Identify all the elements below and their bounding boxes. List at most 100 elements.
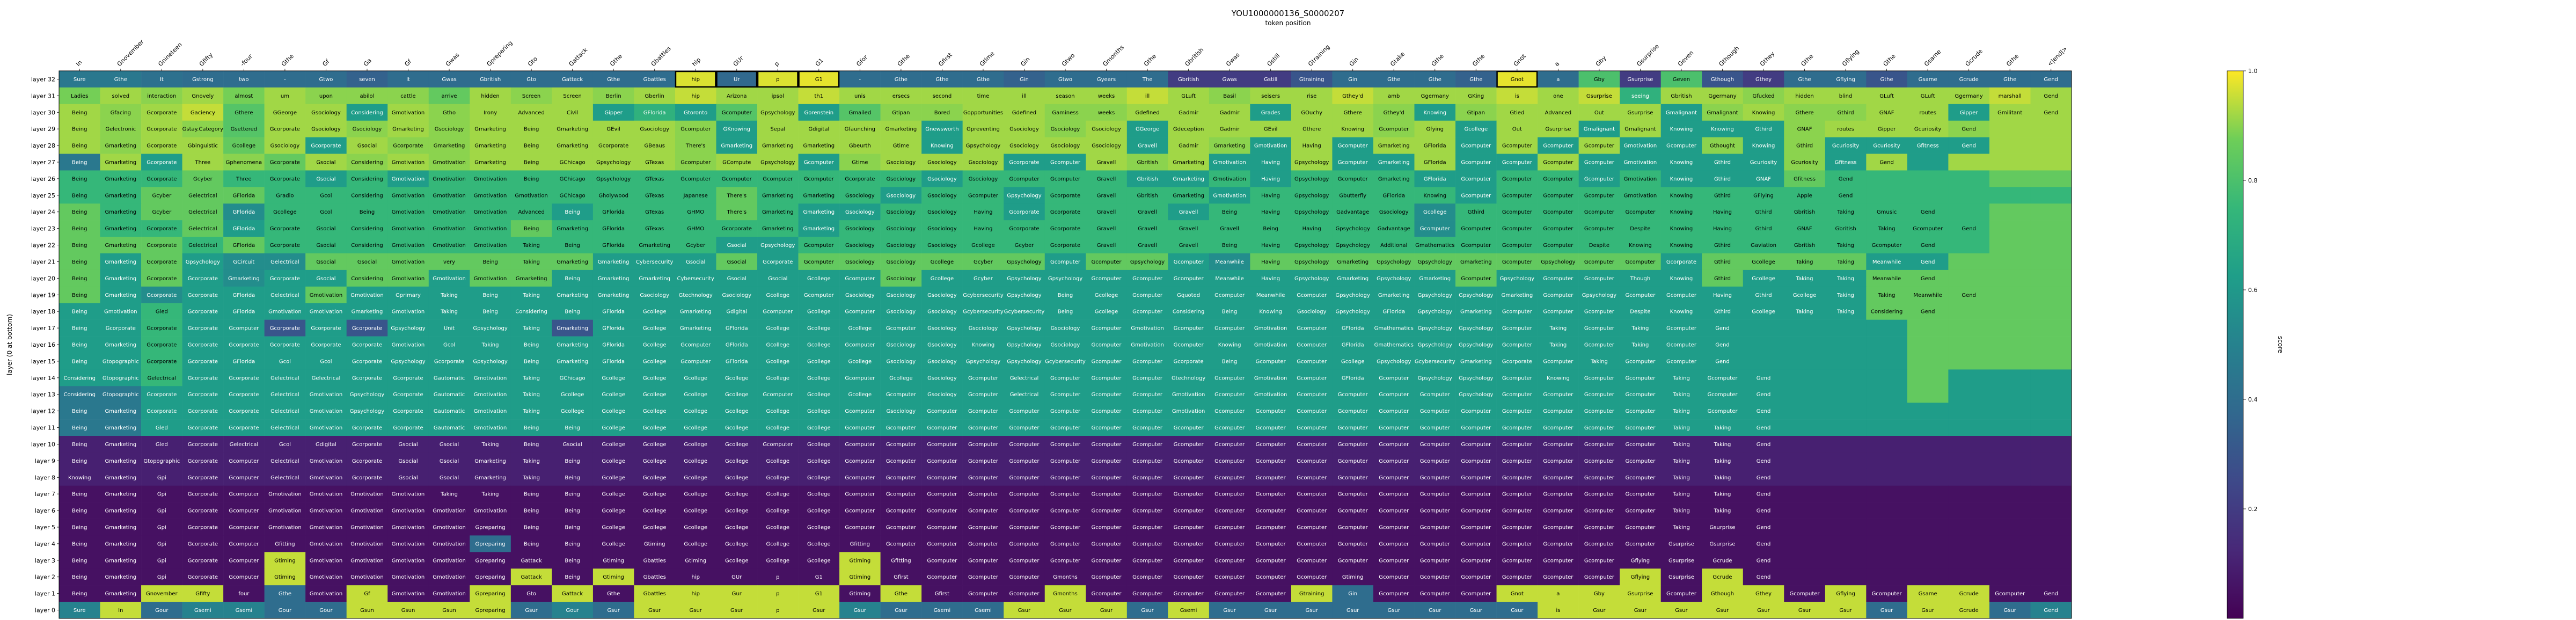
cell-label: Gsame — [1919, 591, 1937, 597]
cell-label: Gthere — [1344, 110, 1362, 116]
cell-label: Gcomputer — [1050, 375, 1081, 381]
cell-label: Gcomputer — [1174, 276, 1204, 282]
heatmap-cell — [1866, 568, 1908, 586]
cell-label: Gsur — [1059, 608, 1072, 614]
cell-label: Gmotivation — [268, 525, 302, 531]
heatmap-cell — [1250, 170, 1292, 187]
heatmap-cell — [305, 137, 347, 154]
cell-label: Gmotivation — [350, 558, 384, 564]
x-tick-label: Gby — [1594, 54, 1608, 68]
cell-label: GNAF — [1756, 176, 1771, 182]
heatmap-cell — [1126, 269, 1168, 287]
cell-label: Gmalignant — [1624, 127, 1656, 133]
cell-label: Gcomputer — [1092, 259, 1122, 265]
heatmap-cell — [182, 220, 224, 237]
heatmap-cell — [1373, 154, 1415, 171]
cell-label: Gcomputer — [1132, 492, 1163, 498]
heatmap-cell — [100, 104, 142, 121]
heatmap-cell — [1578, 120, 1620, 137]
heatmap-cell — [1332, 87, 1374, 105]
heatmap-cell — [1784, 253, 1826, 271]
heatmap-cell — [470, 120, 511, 137]
cell-label: Gflying — [1631, 574, 1650, 580]
cell-label: Gmotivation — [1254, 326, 1287, 332]
heatmap-cell — [510, 71, 552, 88]
cell-label: GChicago — [560, 193, 586, 199]
cell-label: Gtwo — [1058, 77, 1072, 83]
heatmap-cell — [1496, 104, 1538, 121]
heatmap-cell — [1209, 269, 1250, 287]
cell-label: Gsociology — [927, 326, 957, 332]
cell-label: Gcomputer — [1461, 591, 1491, 597]
cell-label: Gcomputer — [1584, 392, 1615, 398]
cell-label: Gcomputer — [1543, 425, 1574, 431]
heatmap-cell — [305, 253, 347, 271]
cell-label: Gcorporate — [1050, 243, 1080, 249]
cell-label: Being — [565, 508, 580, 514]
cell-label: Knowing — [972, 342, 995, 348]
x-tick-label: In — [75, 59, 83, 68]
cell-label: Gsociology — [927, 243, 957, 249]
heatmap-cell — [510, 154, 552, 171]
cell-label: Gcomputer — [1050, 392, 1081, 398]
cell-label: Gcorporate — [147, 110, 177, 116]
heatmap-cell — [1866, 452, 1908, 470]
heatmap-cell — [1578, 87, 1620, 105]
y-tick-label: layer 3 — [35, 557, 55, 564]
heatmap-cell — [428, 237, 470, 254]
heatmap-cell — [1702, 253, 1744, 271]
heatmap-cell — [1907, 187, 1949, 204]
cell-label: Gmotivation — [310, 409, 343, 414]
heatmap-cell — [1373, 170, 1415, 187]
cell-label: Gravell — [1097, 160, 1116, 166]
heatmap-cell — [552, 253, 594, 271]
heatmap-cell — [1866, 220, 1908, 237]
cell-label: Gpsychology — [1294, 176, 1329, 182]
cell-label: Taking — [522, 293, 540, 298]
cell-label: Gend — [1757, 508, 1771, 514]
heatmap-cell — [1948, 568, 1990, 586]
cell-label: Gcomputer — [1502, 558, 1533, 564]
cell-label: Gtechnology — [679, 293, 713, 298]
cell-label: Gbattles — [643, 574, 666, 580]
cell-label: Gcol — [320, 359, 332, 364]
heatmap-cell — [1414, 120, 1456, 137]
cell-label: Gsociology — [1092, 127, 1121, 133]
cell-label: Taking — [1672, 475, 1690, 481]
heatmap-cell — [1168, 120, 1210, 137]
cell-label: Gmarketing — [598, 276, 630, 282]
cell-label: Gcomputer — [804, 176, 835, 182]
heatmap-cell — [634, 220, 676, 237]
x-tick-label: hip — [691, 56, 702, 68]
cell-label: Gsur — [1264, 608, 1277, 614]
cell-label: Gmotivation — [433, 226, 466, 232]
x-tick-label: Gsurprise — [1635, 42, 1660, 68]
heatmap-cell — [387, 104, 429, 121]
cell-label: Knowing — [1670, 176, 1693, 182]
heatmap-cell — [1907, 452, 1949, 470]
heatmap-cell — [1126, 237, 1168, 254]
cell-label: Being — [72, 326, 87, 332]
cell-label: Gcomputer — [1543, 409, 1574, 414]
heatmap-cell — [552, 137, 594, 154]
cell-label: Gcomputer — [804, 293, 835, 298]
heatmap-cell — [1496, 286, 1538, 304]
cell-label: Ggermany — [1421, 93, 1449, 99]
heatmap-cell — [470, 170, 511, 187]
cell-label: Gcomputer — [1297, 458, 1327, 464]
heatmap-cell — [675, 203, 716, 221]
cell-label: Gorenstein — [804, 110, 833, 116]
heatmap-cell — [2030, 403, 2072, 420]
cell-label: Meanwhile — [1215, 276, 1243, 282]
heatmap-cell — [1168, 154, 1210, 171]
cell-label: Gcomputer — [1009, 541, 1040, 547]
cell-label: Gsocial — [316, 276, 335, 282]
heatmap-cell — [264, 154, 306, 171]
heatmap-cell — [1004, 269, 1045, 287]
cell-label: Gravell — [1138, 209, 1157, 215]
cell-label: Gcomputer — [1584, 276, 1615, 282]
heatmap-cell — [592, 253, 634, 271]
heatmap-cell — [1209, 253, 1250, 271]
heatmap-cell — [880, 203, 922, 221]
cell-label: Gbritish — [1794, 209, 1815, 215]
